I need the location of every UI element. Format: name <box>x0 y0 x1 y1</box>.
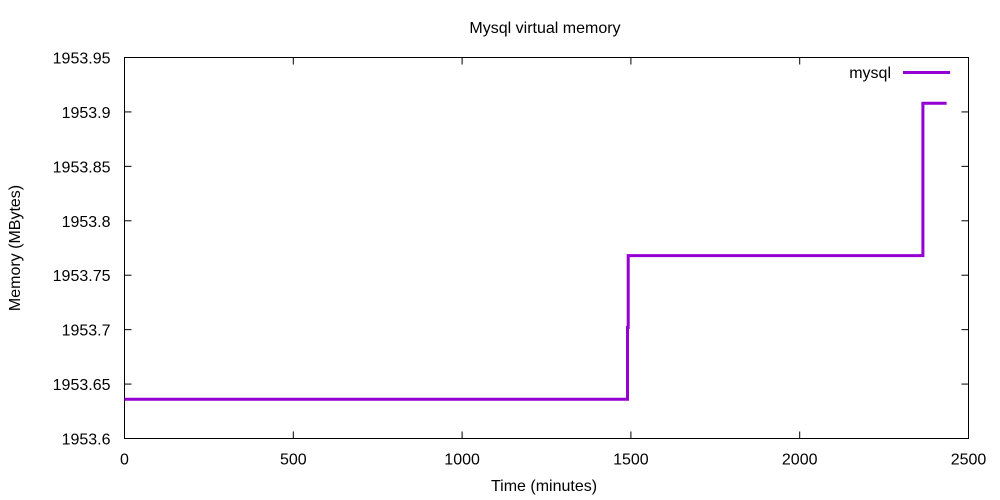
y-tick-label: 1953.7 <box>62 323 111 340</box>
x-tick-label: 2000 <box>782 452 818 469</box>
chart-title: Mysql virtual memory <box>469 20 620 37</box>
y-axis: 1953.6 1953.65 1953.7 1953.75 1953.8 1953.85 1… <box>53 51 969 449</box>
y-axis-label: Memory (MBytes) <box>7 185 24 311</box>
legend-label-mysql: mysql <box>849 65 891 82</box>
y-tick-label: 1953.85 <box>53 159 111 176</box>
y-tick-label: 1953.6 <box>62 432 111 449</box>
legend: mysql <box>849 65 950 82</box>
series-layer <box>124 101 947 401</box>
y-tick-label: 1953.95 <box>53 51 111 68</box>
x-axis: 0 500 1000 1500 2000 2500 <box>120 57 987 469</box>
y-tick-label: 1953.75 <box>53 268 111 285</box>
y-tick-label: 1953.8 <box>62 214 111 231</box>
y-tick-label: 1953.9 <box>62 105 111 122</box>
x-axis-label: Time (minutes) <box>491 478 597 495</box>
x-tick-label: 1000 <box>444 452 480 469</box>
x-tick-label: 0 <box>120 452 129 469</box>
x-tick-label: 500 <box>280 452 307 469</box>
series-line-mysql <box>124 101 947 401</box>
x-tick-label: 1500 <box>613 452 649 469</box>
x-tick-label: 2500 <box>951 452 987 469</box>
y-tick-label: 1953.65 <box>53 377 111 394</box>
plot-frame <box>124 57 969 439</box>
